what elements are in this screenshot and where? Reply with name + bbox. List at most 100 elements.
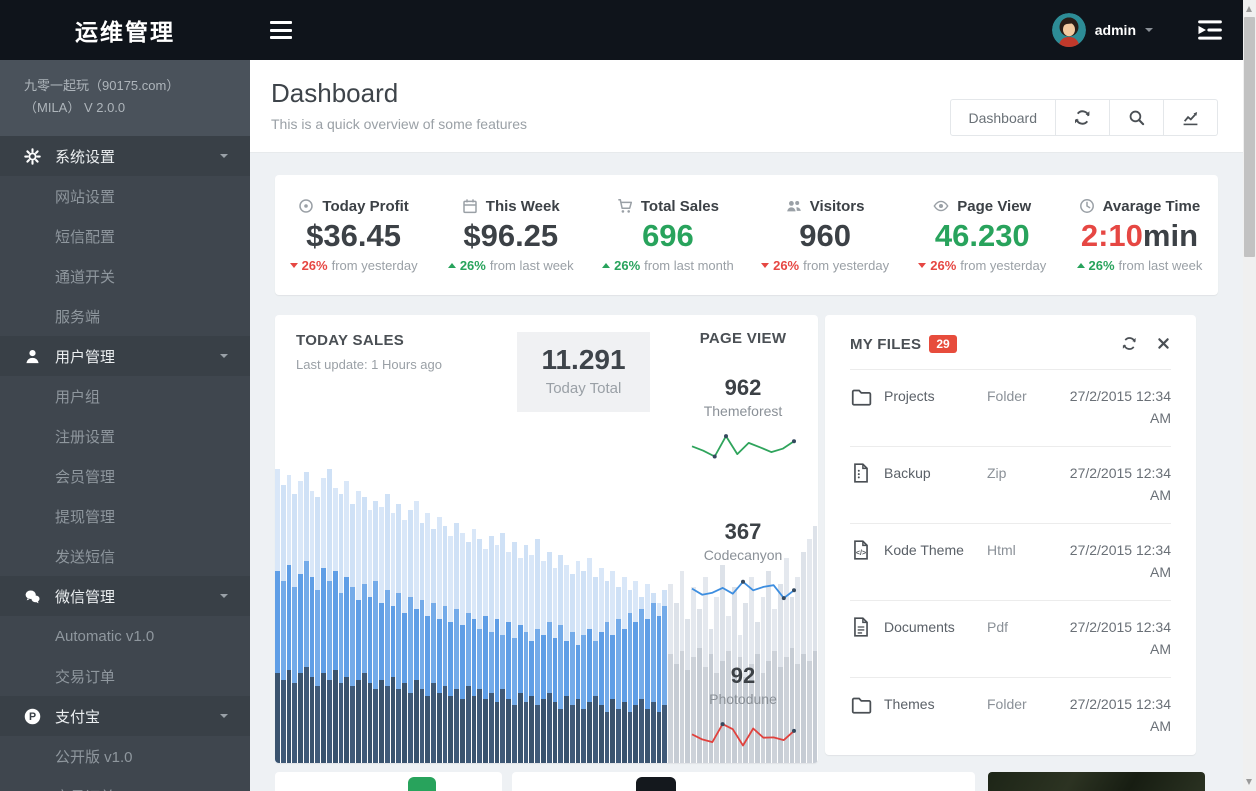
bar-column xyxy=(287,443,292,763)
right-sidebar-toggle-button[interactable] xyxy=(1195,17,1225,43)
file-row-documents[interactable]: DocumentsPdf27/2/2015 12:34 AM xyxy=(850,601,1171,678)
trend-up-icon xyxy=(448,263,456,268)
file-date: 27/2/2015 12:34 AM xyxy=(1059,385,1171,429)
sidebar-item-7[interactable]: 注册设置 xyxy=(0,416,250,456)
sales-dark-bar xyxy=(344,677,349,763)
bar-column xyxy=(529,443,534,763)
sales-dark-bar xyxy=(402,683,407,763)
brand-title: 运维管理 xyxy=(75,13,175,47)
site-name: 九零一起玩（90175.com） xyxy=(24,75,226,97)
sales-dark-bar xyxy=(610,699,615,763)
sales-dark-bar xyxy=(443,686,448,763)
sidebar-item-10[interactable]: 发送短信 xyxy=(0,536,250,576)
file-row-projects[interactable]: ProjectsFolder27/2/2015 12:34 AM xyxy=(850,370,1171,447)
chartline-button[interactable] xyxy=(1164,99,1218,136)
users-icon xyxy=(786,198,802,214)
green-widget-shape xyxy=(408,777,436,791)
sidebar-item-11[interactable]: 微信管理 xyxy=(0,576,250,616)
hamburger-menu-icon[interactable] xyxy=(270,19,294,41)
today-sales-last-update: Last update: 1 Hours ago xyxy=(296,357,442,372)
sidebar-item-4[interactable]: 服务端 xyxy=(0,296,250,336)
sidebar-item-6[interactable]: 用户组 xyxy=(0,376,250,416)
sidebar-item-15[interactable]: 公开版 v1.0 xyxy=(0,736,250,776)
sales-dark-bar xyxy=(570,705,575,763)
sidebar-item-13[interactable]: 交易订单 xyxy=(0,656,250,696)
sidebar-item-12[interactable]: Automatic v1.0 xyxy=(0,616,250,656)
chevron-down-icon xyxy=(220,594,228,598)
sidebar-item-label: 公开版 v1.0 xyxy=(55,746,133,767)
sales-dark-bar xyxy=(321,673,326,763)
sidebar-item-14[interactable]: P支付宝 xyxy=(0,696,250,736)
refresh-icon[interactable] xyxy=(1121,336,1137,352)
sales-dark-bar xyxy=(576,699,581,763)
bar-column xyxy=(500,443,505,763)
sidebar-item-5[interactable]: 用户管理 xyxy=(0,336,250,376)
sidebar-item-label: 提现管理 xyxy=(55,506,115,527)
bar-column xyxy=(605,443,610,763)
sales-dark-bar xyxy=(564,696,569,763)
file-row-themes[interactable]: ThemesFolder27/2/2015 12:34 AM xyxy=(850,678,1171,754)
breadcrumb-dashboard-button[interactable]: Dashboard xyxy=(950,99,1057,136)
spark-stat-themeforest: 962Themeforest xyxy=(668,375,818,469)
close-icon[interactable] xyxy=(1155,336,1171,352)
sidebar-item-1[interactable]: 网站设置 xyxy=(0,176,250,216)
page-scrollbar[interactable] xyxy=(1243,0,1256,791)
bar-column xyxy=(472,443,477,763)
bar-column xyxy=(420,443,425,763)
bar-column xyxy=(443,443,448,763)
search-button[interactable] xyxy=(1110,99,1164,136)
sales-dark-bar xyxy=(350,686,355,763)
user-menu[interactable]: admin xyxy=(1052,13,1153,47)
spark-label: Codecanyon xyxy=(668,547,818,563)
file-row-kode-theme[interactable]: </>Kode ThemeHtml27/2/2015 12:34 AM xyxy=(850,524,1171,601)
bar-column xyxy=(339,443,344,763)
sidebar-item-3[interactable]: 通道开关 xyxy=(0,256,250,296)
sidebar-item-0[interactable]: 系统设置 xyxy=(0,136,250,176)
sales-dark-bar xyxy=(639,699,644,763)
sales-dark-bar xyxy=(327,680,332,763)
sales-dark-bar xyxy=(645,709,650,763)
sidebar-item-9[interactable]: 提现管理 xyxy=(0,496,250,536)
scroll-up-arrow[interactable] xyxy=(1246,6,1252,12)
bar-column xyxy=(425,443,430,763)
sales-dark-bar xyxy=(662,705,667,763)
stat-total-sales: Total Sales69626%from last month xyxy=(589,198,746,273)
sales-dark-bar xyxy=(518,693,523,763)
page-view-column: PAGE VIEW 962Themeforest367Codecanyon92P… xyxy=(668,330,818,763)
trend-down-icon xyxy=(918,263,926,268)
bar-column xyxy=(593,443,598,763)
stat-value: 960 xyxy=(747,218,904,254)
bar-column xyxy=(518,443,523,763)
sales-dark-bar xyxy=(385,686,390,763)
sales-dark-bar xyxy=(373,689,378,763)
scroll-down-arrow[interactable] xyxy=(1246,779,1252,785)
sales-dark-bar xyxy=(454,689,459,763)
today-total-box: 11.291 Today Total xyxy=(517,332,650,412)
sidebar-item-16[interactable]: 交易订单 xyxy=(0,776,250,791)
stat-trend: 26%from yesterday xyxy=(904,258,1061,273)
sales-dark-bar xyxy=(506,699,511,763)
sidebar-menu: 系统设置网站设置短信配置通道开关服务端用户管理用户组注册设置会员管理提现管理发送… xyxy=(0,136,250,791)
trend-up-icon xyxy=(1077,263,1085,268)
bar-column xyxy=(321,443,326,763)
sales-dark-bar xyxy=(356,680,361,763)
chartline-icon xyxy=(1182,109,1199,126)
button-label: Dashboard xyxy=(969,110,1038,126)
sales-dark-bar xyxy=(622,702,627,763)
sales-dark-bar xyxy=(304,667,309,763)
bar-column xyxy=(599,443,604,763)
bar-column xyxy=(662,443,667,763)
refresh-button[interactable] xyxy=(1056,99,1110,136)
bar-column xyxy=(362,443,367,763)
site-version: （MILA） V 2.0.0 xyxy=(24,97,226,119)
stat-value: 696 xyxy=(589,218,746,254)
bar-column xyxy=(292,443,297,763)
bar-column xyxy=(628,443,633,763)
sidebar-item-8[interactable]: 会员管理 xyxy=(0,456,250,496)
sidebar-item-2[interactable]: 短信配置 xyxy=(0,216,250,256)
scrollbar-thumb[interactable] xyxy=(1244,17,1255,257)
file-row-backup[interactable]: BackupZip27/2/2015 12:34 AM xyxy=(850,447,1171,524)
trend-down-icon xyxy=(290,263,298,268)
bar-column xyxy=(651,443,656,763)
sidebar-item-label: 注册设置 xyxy=(55,426,115,447)
